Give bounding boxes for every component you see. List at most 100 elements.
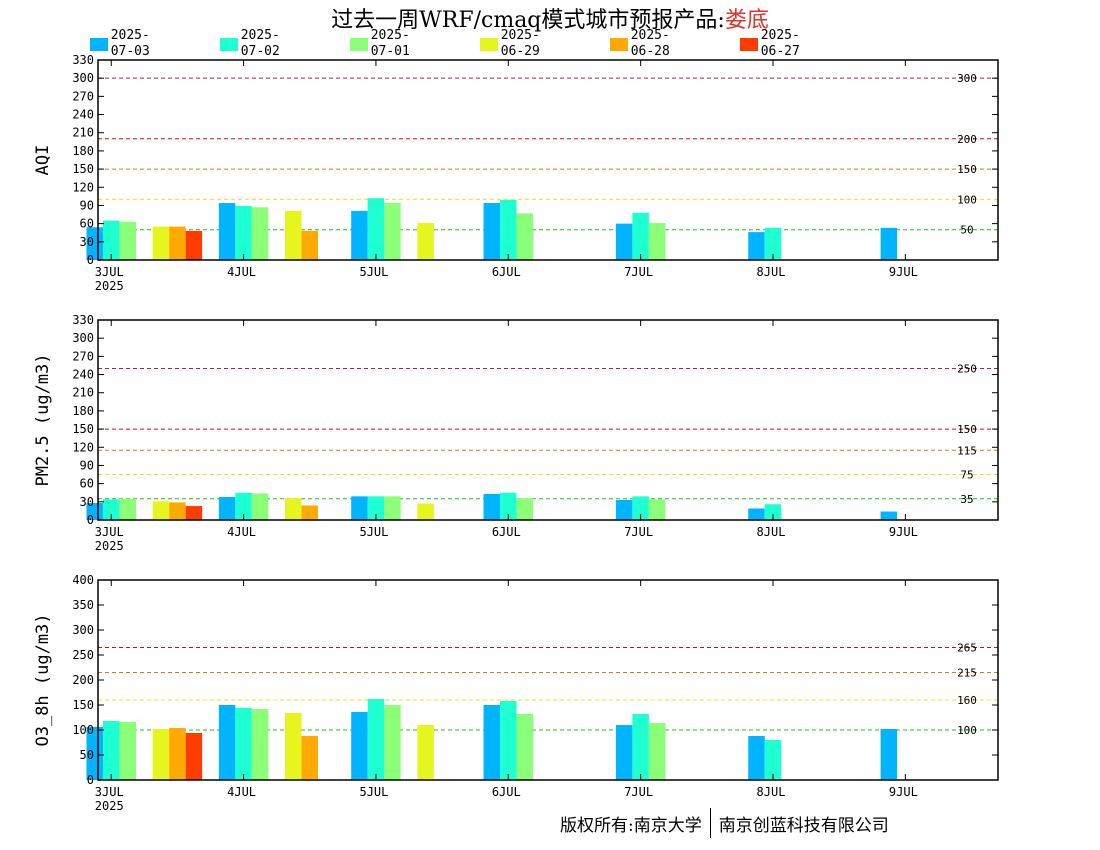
y-tick-label: 150 — [72, 698, 94, 712]
bar — [764, 227, 782, 260]
threshold-label: 75 — [960, 469, 973, 482]
bar — [235, 206, 252, 260]
title-city: 娄底 — [724, 8, 769, 33]
legend-item: 2025-06-29 — [480, 28, 550, 59]
y-axis-label: PM2.5 (ug/m3) — [33, 353, 53, 486]
threshold-label: 100 — [957, 724, 977, 737]
bar — [218, 705, 236, 780]
bar — [102, 220, 120, 260]
bar — [301, 505, 319, 520]
bar — [235, 708, 252, 780]
legend-swatch — [90, 37, 108, 51]
y-tick-label: 270 — [72, 89, 94, 103]
threshold-label: 250 — [957, 362, 977, 375]
bar — [500, 200, 517, 260]
x-tick-label: 3JUL — [95, 785, 124, 799]
bar — [367, 699, 385, 780]
y-tick-label: 250 — [72, 648, 94, 662]
legend-swatch — [740, 37, 758, 51]
threshold-label: 215 — [957, 667, 977, 680]
x-tick-label: 7JUL — [624, 525, 653, 539]
y-tick-label: 150 — [72, 422, 94, 436]
y-tick-label: 210 — [72, 126, 94, 140]
bar — [615, 223, 633, 260]
y-tick-label: 240 — [72, 368, 94, 382]
y-tick-label: 50 — [80, 748, 94, 762]
x-tick-label: 8JUL — [757, 525, 786, 539]
legend-label: 2025-07-02 — [240, 28, 280, 59]
bar — [351, 712, 368, 780]
y-tick-label: 120 — [72, 440, 94, 454]
y-tick-label: 330 — [72, 313, 94, 327]
legend-item: 2025-07-03 — [90, 28, 160, 59]
threshold-label: 100 — [957, 193, 977, 206]
plot-frame — [97, 59, 999, 261]
bar — [119, 498, 136, 520]
x-tick-label: 8JUL — [757, 265, 786, 279]
x-tick-label: 9JUL — [889, 265, 918, 279]
bar — [516, 498, 534, 520]
y-tick-label: 330 — [72, 53, 94, 67]
bar — [764, 504, 782, 520]
copyright-separator — [709, 808, 711, 838]
x-tick-label: 3JUL — [95, 525, 124, 539]
threshold-label: 300 — [957, 72, 977, 85]
bar — [483, 705, 501, 780]
copyright-owner-1: 版权所有:南京大学 — [560, 815, 702, 836]
bar — [86, 727, 103, 780]
y-tick-label: 210 — [72, 386, 94, 400]
y-tick-label: 100 — [72, 723, 94, 737]
bar — [351, 210, 368, 260]
title-prefix: 过去一周WRF/cmaq模式城市预报产品: — [331, 8, 725, 33]
bar — [152, 501, 170, 520]
bar — [483, 203, 501, 260]
copyright-owner-2: 南京创蓝科技有限公司 — [718, 815, 889, 836]
bar — [764, 740, 782, 780]
x-tick-label: 8JUL — [757, 785, 786, 799]
x-tick-label: 9JUL — [889, 525, 918, 539]
y-tick-label: 200 — [72, 673, 94, 687]
bar — [880, 729, 898, 780]
bar — [235, 492, 252, 520]
bar — [367, 198, 385, 260]
bar — [648, 723, 666, 780]
bar — [119, 221, 136, 260]
legend-swatch — [610, 37, 628, 51]
bar — [119, 722, 136, 780]
y-tick-label: 400 — [72, 573, 94, 587]
bar — [285, 713, 302, 780]
threshold-label: 200 — [957, 133, 977, 146]
bar — [880, 227, 898, 260]
bar — [880, 511, 898, 520]
threshold-label: 150 — [957, 423, 977, 436]
y-tick-label: 60 — [80, 477, 94, 491]
y-tick-label: 180 — [72, 404, 94, 418]
x-tick-sublabel: 2025 — [95, 799, 124, 813]
y-tick-label: 240 — [72, 108, 94, 122]
legend-item: 2025-06-27 — [740, 28, 810, 59]
bar — [516, 213, 534, 260]
bar — [251, 709, 269, 780]
y-tick-label: 350 — [72, 598, 94, 612]
bar — [285, 498, 302, 520]
bar — [301, 736, 319, 780]
bar — [648, 223, 666, 260]
y-tick-label: 300 — [72, 331, 94, 345]
legend-item: 2025-06-28 — [610, 28, 680, 59]
x-tick-label: 4JUL — [227, 265, 256, 279]
threshold-label: 35 — [960, 493, 973, 506]
bar — [185, 733, 203, 780]
y-tick-label: 0 — [87, 773, 94, 787]
bar — [169, 728, 186, 780]
y-tick-label: 120 — [72, 180, 94, 194]
x-tick-label: 6JUL — [492, 785, 521, 799]
legend-label: 2025-06-27 — [760, 28, 800, 59]
bar — [301, 230, 319, 260]
bar — [185, 506, 203, 520]
y-tick-label: 0 — [87, 513, 94, 527]
bar — [384, 496, 401, 520]
y-tick-label: 0 — [87, 253, 94, 267]
y-tick-label: 30 — [80, 495, 94, 509]
bar — [500, 701, 517, 780]
